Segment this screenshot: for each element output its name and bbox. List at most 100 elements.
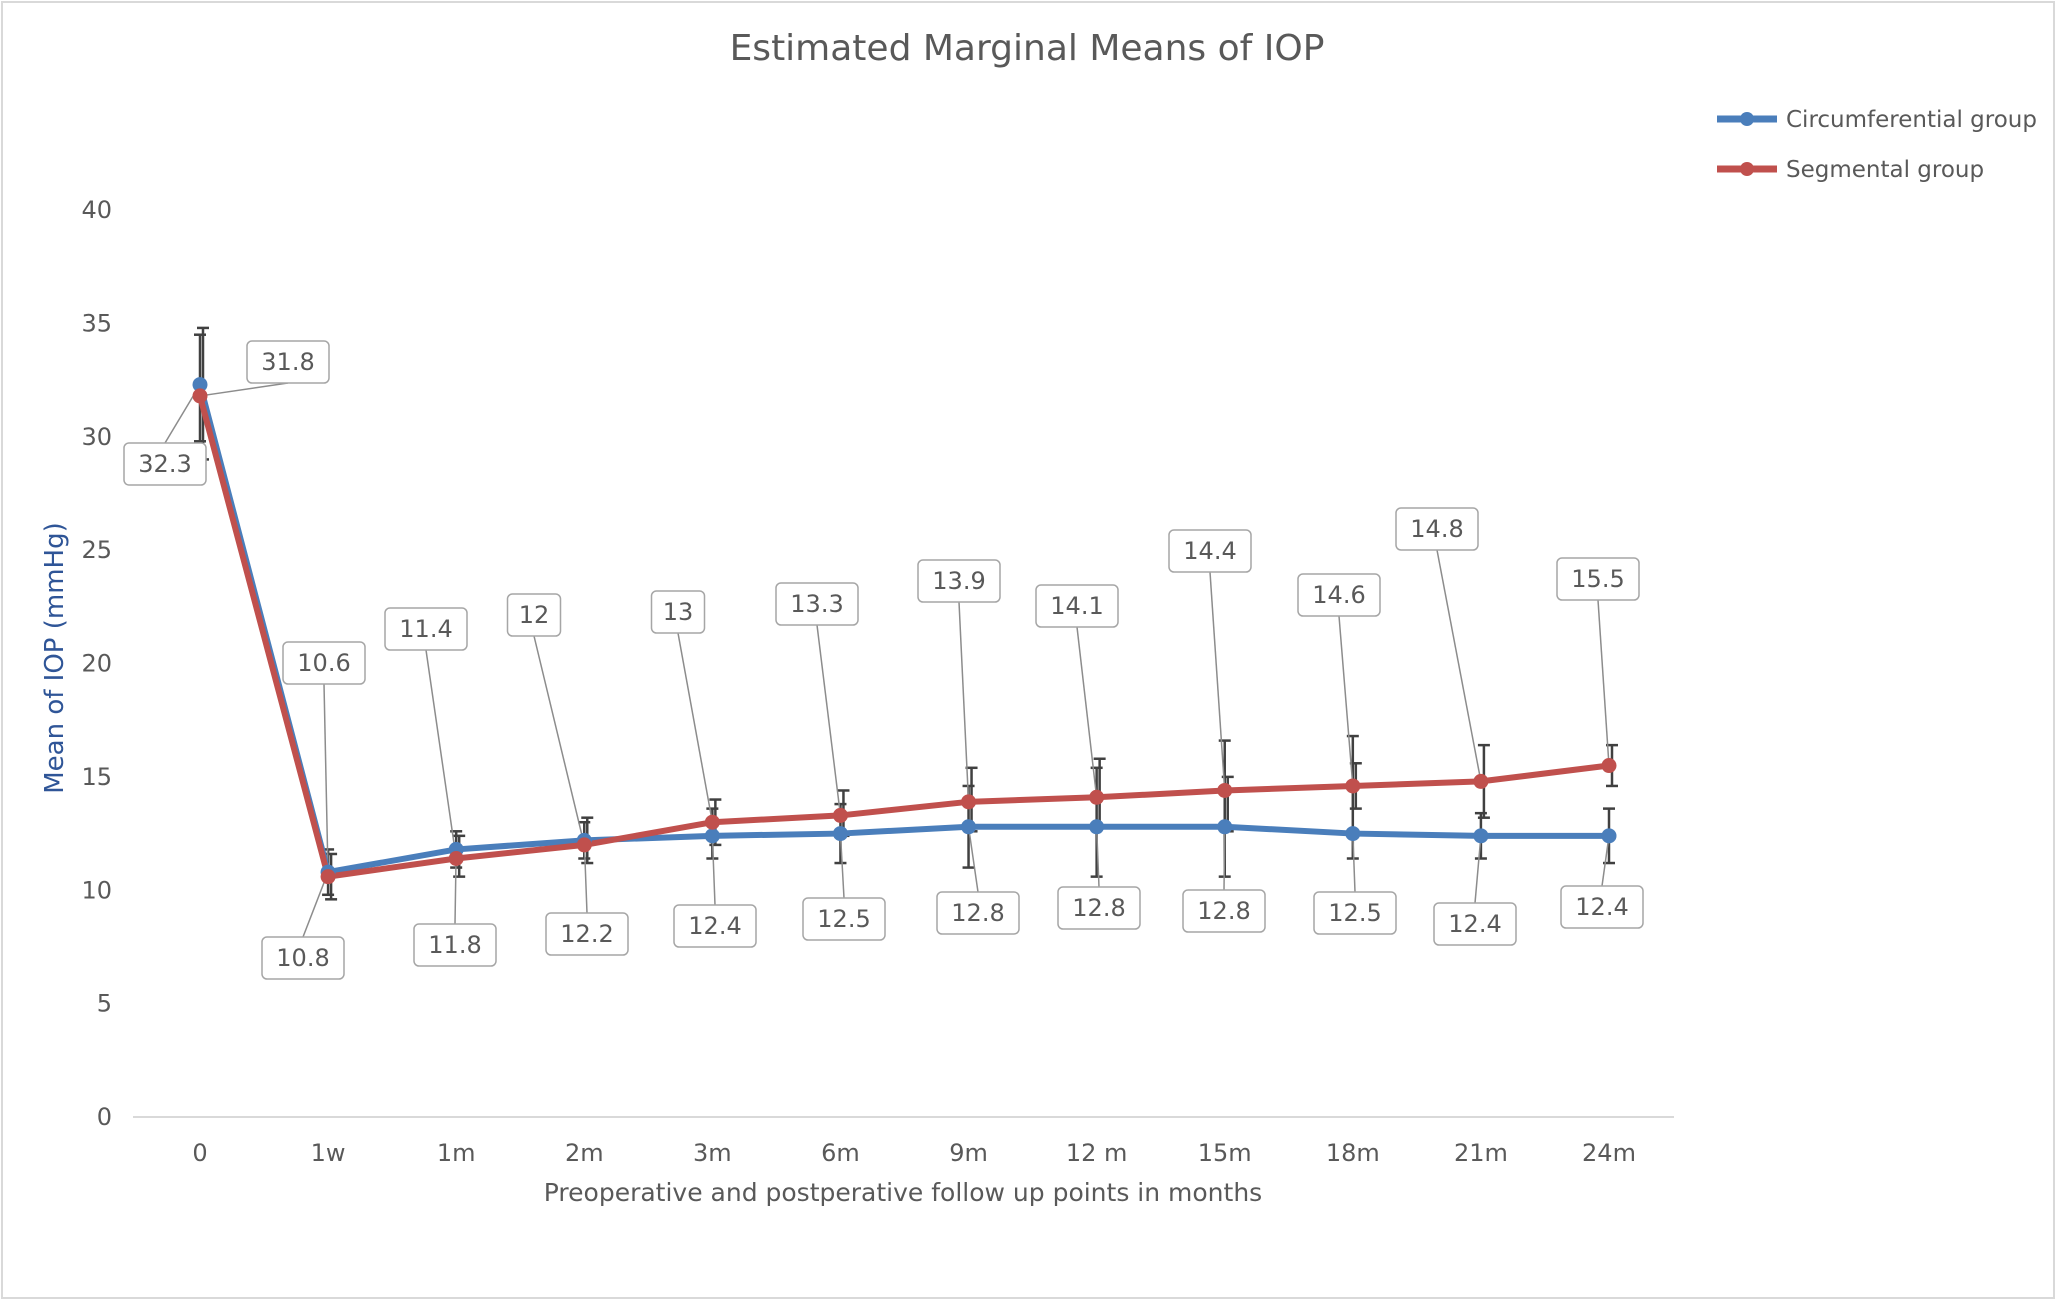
y-axis-label: Mean of IOP (mmHg) xyxy=(40,522,70,794)
data-point-circumferential xyxy=(961,819,977,835)
data-label-segmental-box xyxy=(1168,529,1252,573)
y-axis: 0 5 10 15 20 25 30 35 40 xyxy=(81,196,112,1131)
data-point-segmental xyxy=(320,869,336,885)
legend-item-segmental: Segmental group xyxy=(1717,157,1984,183)
y-tick-label: 20 xyxy=(81,650,112,678)
data-point-circumferential xyxy=(1345,826,1361,842)
data-label-segmental: 13 xyxy=(663,598,694,626)
data-point-segmental xyxy=(576,837,592,853)
data-label-circumferential: 12.5 xyxy=(1328,899,1381,927)
data-point-segmental xyxy=(961,794,977,810)
data-label-segmental: 14.1 xyxy=(1050,592,1103,620)
data-label-leader xyxy=(199,382,289,397)
data-label-segmental: 11.4 xyxy=(399,615,452,643)
data-label-circumferential: 12.8 xyxy=(1072,894,1125,922)
x-axis-label: Preoperative and postperative follow up … xyxy=(544,1178,1262,1207)
data-label-circumferential-box xyxy=(673,904,757,948)
data-label-segmental-box xyxy=(775,582,859,626)
x-tick-label: 2m xyxy=(565,1139,604,1167)
data-label-segmental: 14.8 xyxy=(1410,515,1463,543)
data-label-circumferential-box xyxy=(123,442,207,486)
data-point-circumferential xyxy=(1217,819,1233,835)
x-tick-label: 1w xyxy=(311,1139,346,1167)
data-label-circumferential: 10.8 xyxy=(276,944,329,972)
data-label-segmental-box xyxy=(650,590,706,634)
data-label-leader xyxy=(1095,826,1100,888)
y-tick-label: 30 xyxy=(81,423,112,451)
y-tick-label: 25 xyxy=(81,536,112,564)
series-markers xyxy=(192,377,1617,885)
data-point-segmental xyxy=(1601,758,1617,774)
data-label-circumferential: 12.5 xyxy=(817,905,870,933)
data-label-leader xyxy=(583,840,588,914)
data-point-segmental xyxy=(448,851,464,867)
data-point-segmental xyxy=(192,388,208,404)
data-label-leader xyxy=(1209,571,1226,791)
y-tick-label: 40 xyxy=(81,196,112,224)
x-tick-label: 24m xyxy=(1582,1139,1636,1167)
data-label-segmental: 12 xyxy=(519,601,550,629)
data-label-leader xyxy=(958,601,970,802)
data-label-leader xyxy=(677,632,714,823)
data-label-circumferential: 12.8 xyxy=(951,899,1004,927)
x-tick-label: 21m xyxy=(1454,1139,1508,1167)
legend-item-circumferential: Circumferential group xyxy=(1717,107,2037,133)
data-label-segmental: 14.4 xyxy=(1183,537,1236,565)
data-label-circumferential-box xyxy=(1182,889,1266,933)
data-label-leader xyxy=(711,835,716,906)
data-point-segmental xyxy=(1217,782,1233,798)
data-point-segmental xyxy=(1345,778,1361,794)
legend: Circumferential group Segmental group xyxy=(1717,107,2037,183)
data-label-segmental-box xyxy=(246,340,330,384)
x-tick-label: 3m xyxy=(693,1139,732,1167)
data-label-leader xyxy=(816,624,842,816)
y-tick-label: 35 xyxy=(81,309,112,337)
data-label-circumferential: 11.8 xyxy=(428,931,481,959)
data-label-segmental: 31.8 xyxy=(261,348,314,376)
data-label-leader xyxy=(1076,626,1098,798)
data-label-leader xyxy=(1338,615,1354,787)
data-label-segmental: 13.9 xyxy=(932,567,985,595)
data-label-segmental-box xyxy=(1556,557,1640,601)
data-label-segmental: 14.6 xyxy=(1312,581,1365,609)
data-point-circumferential xyxy=(1089,819,1105,835)
data-label-leader xyxy=(1436,549,1482,782)
data-label-segmental-box xyxy=(384,607,468,651)
data-label-circumferential-box xyxy=(936,891,1020,935)
data-label-leader xyxy=(533,635,586,846)
x-tick-label: 12 m xyxy=(1066,1139,1128,1167)
x-tick-label: 9m xyxy=(949,1139,988,1167)
y-tick-label: 5 xyxy=(97,990,112,1018)
legend-marker-circumferential xyxy=(1740,112,1754,126)
x-tick-label: 18m xyxy=(1326,1139,1380,1167)
data-label-segmental: 10.6 xyxy=(297,649,350,677)
data-label-circumferential-box xyxy=(1057,886,1141,930)
data-labels: 32.3 10.8 11.8 12.2 12.4 12.5 12.8 12.8 12.8 12.5… xyxy=(123,340,1644,980)
data-label-circumferential-box xyxy=(1313,891,1397,935)
series-line-segmental xyxy=(197,395,1610,880)
data-label-circumferential: 12.8 xyxy=(1197,897,1250,925)
data-label-segmental-box xyxy=(1297,573,1381,617)
data-label-leader xyxy=(839,833,845,899)
data-label-segmental: 15.5 xyxy=(1571,565,1624,593)
data-label-leader xyxy=(1223,826,1226,891)
x-tick-label: 1m xyxy=(437,1139,476,1167)
data-label-circumferential-box xyxy=(1433,902,1517,946)
data-label-circumferential-box xyxy=(545,912,629,956)
data-label-circumferential: 12.2 xyxy=(560,920,613,948)
data-label-leader xyxy=(302,871,329,938)
leader-lines xyxy=(164,382,1610,938)
y-tick-label: 15 xyxy=(81,763,112,791)
data-label-circumferential: 32.3 xyxy=(138,450,191,478)
data-point-segmental xyxy=(1089,789,1105,805)
data-point-circumferential xyxy=(704,828,720,844)
x-axis: 0 1w 1m 2m 3m 6m 9m 12 m 15m 18m 21m 24m xyxy=(192,1139,1636,1167)
chart-title: Estimated Marginal Means of IOP xyxy=(730,28,1325,69)
data-point-circumferential xyxy=(192,377,208,393)
data-label-segmental-box xyxy=(1035,584,1119,628)
legend-label-segmental: Segmental group xyxy=(1786,157,1984,183)
data-label-segmental: 13.3 xyxy=(790,590,843,618)
data-label-circumferential-box xyxy=(413,923,497,967)
